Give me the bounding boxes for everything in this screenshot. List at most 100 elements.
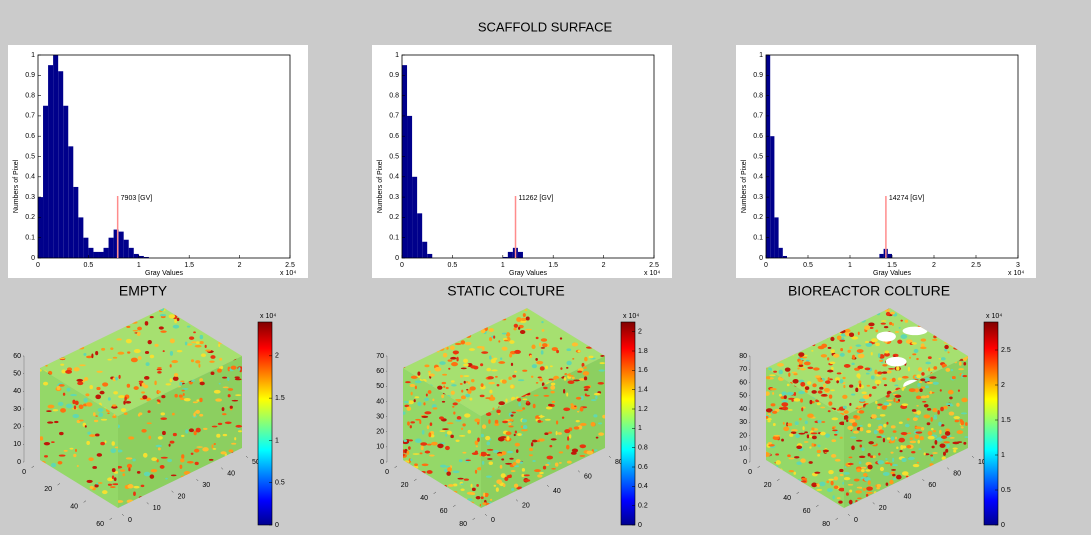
speckle — [875, 374, 882, 377]
speckle — [819, 386, 824, 390]
speckle — [947, 351, 950, 354]
speckle — [485, 412, 492, 417]
x-tick — [796, 491, 800, 494]
speckle — [221, 407, 225, 412]
speckle — [431, 441, 438, 446]
speckle — [180, 380, 185, 383]
speckle — [844, 414, 849, 420]
speckle — [956, 430, 964, 435]
speckle — [828, 470, 834, 475]
speckle — [857, 331, 860, 336]
colorbar-tick-label: 1 — [1001, 452, 1005, 459]
z-tick-label: 30 — [13, 406, 21, 413]
speckle — [541, 329, 545, 332]
speckle — [958, 368, 965, 371]
speckle — [947, 389, 954, 395]
speckle — [865, 372, 870, 375]
speckle — [879, 466, 885, 472]
speckle — [535, 336, 539, 340]
speckle — [94, 484, 99, 488]
speckle — [766, 417, 772, 421]
histogram-bar — [83, 237, 89, 258]
speckle — [222, 433, 228, 437]
speckle — [110, 448, 117, 454]
speckle — [886, 370, 892, 374]
speckle — [834, 458, 841, 462]
speckle — [852, 422, 858, 427]
speckle — [563, 407, 571, 412]
speckle — [531, 364, 538, 369]
speckle — [907, 432, 912, 435]
speckle — [917, 439, 921, 444]
speckle — [570, 403, 574, 406]
y-tick — [171, 490, 174, 493]
speckle — [867, 480, 871, 486]
speckle — [834, 377, 841, 382]
speckle — [932, 430, 937, 433]
y-tick-label: 0.5 — [389, 153, 399, 160]
speckle — [772, 391, 775, 395]
speckle — [916, 357, 919, 361]
speckle — [868, 393, 872, 397]
speckle — [199, 340, 204, 345]
speckle — [458, 459, 463, 463]
speckle — [157, 366, 162, 369]
speckle — [777, 362, 784, 367]
speckle — [490, 394, 494, 398]
speckle — [187, 460, 194, 464]
y-tick-label: 1 — [395, 52, 399, 59]
y-tick — [577, 470, 580, 473]
speckle — [790, 429, 798, 432]
z-tick-label: 70 — [376, 353, 384, 360]
speckle — [555, 420, 559, 425]
speckle — [100, 441, 105, 446]
speckle — [500, 436, 507, 439]
speckle — [514, 465, 520, 468]
x-tick-label: 0 — [764, 262, 768, 269]
x-tick — [815, 504, 819, 507]
speckle — [798, 364, 804, 368]
speckle — [890, 311, 895, 315]
speckle — [169, 440, 175, 444]
speckle — [156, 459, 159, 463]
x-tick-label: 40 — [783, 495, 791, 502]
speckle — [101, 347, 106, 351]
speckle — [878, 425, 883, 430]
z-tick-label: 20 — [13, 424, 21, 431]
speckle — [84, 377, 89, 382]
speckle — [902, 445, 907, 449]
speckle — [205, 349, 212, 352]
speckle — [509, 340, 515, 344]
speckle — [867, 423, 872, 428]
y-tick — [546, 484, 549, 487]
z-tick-label: 10 — [739, 446, 747, 453]
speckle — [481, 424, 487, 429]
speckle — [809, 399, 813, 405]
speckle — [790, 431, 797, 435]
speckle — [545, 463, 550, 466]
speckle — [796, 461, 803, 465]
speckle — [504, 476, 509, 482]
speckle — [857, 353, 865, 359]
speckle — [185, 429, 189, 434]
speckle — [891, 377, 896, 383]
colorbar-tick-label: 1 — [275, 437, 279, 444]
z-tick-label: 0 — [743, 459, 747, 466]
speckle — [861, 391, 867, 395]
panel-title: EMPTY — [119, 283, 168, 299]
speckle — [913, 348, 919, 354]
speckle — [842, 481, 844, 485]
speckle — [403, 453, 405, 457]
z-tick-label: 60 — [376, 368, 384, 375]
histogram-bar — [98, 251, 104, 258]
speckle — [844, 476, 851, 481]
y-tick — [121, 513, 124, 516]
speckle — [168, 314, 176, 319]
speckle — [885, 405, 888, 408]
speckle — [573, 426, 580, 430]
speckle — [86, 355, 93, 359]
speckle — [945, 428, 950, 432]
speckle — [440, 464, 447, 468]
speckle — [946, 443, 950, 449]
speckle — [804, 389, 808, 394]
